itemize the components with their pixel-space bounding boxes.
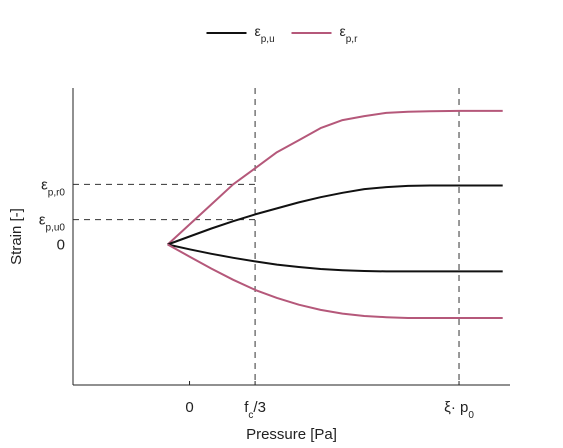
series-line-1 — [167, 184, 503, 246]
x-tick-label-0: 0 — [185, 399, 193, 416]
series-line-3 — [167, 243, 503, 319]
reference-lines — [73, 88, 460, 385]
y-tick-label-1: εp,u0 — [39, 212, 66, 234]
series-line-2 — [167, 243, 503, 273]
series-lines — [167, 109, 503, 319]
x-tick-label-1: fc/3 — [244, 399, 266, 421]
legend-label-1: εp,r — [340, 23, 359, 45]
y-tick-label-0: 0 — [57, 237, 65, 254]
tick-labels: 0 fc/3 ξ· p0 0 εp,u0 εp,r0 — [39, 176, 475, 420]
legend-label-0: εp,u — [255, 23, 275, 45]
axes — [72, 88, 510, 386]
legend: εp,u εp,r — [206, 23, 359, 45]
series-line-0 — [167, 109, 503, 246]
x-axis-title: Pressure [Pa] — [246, 426, 337, 443]
y-tick-label-2: εp,r0 — [41, 176, 65, 198]
x-tick-label-2: ξ· p0 — [444, 399, 474, 421]
y-axis-title: Strain [-] — [8, 208, 25, 265]
